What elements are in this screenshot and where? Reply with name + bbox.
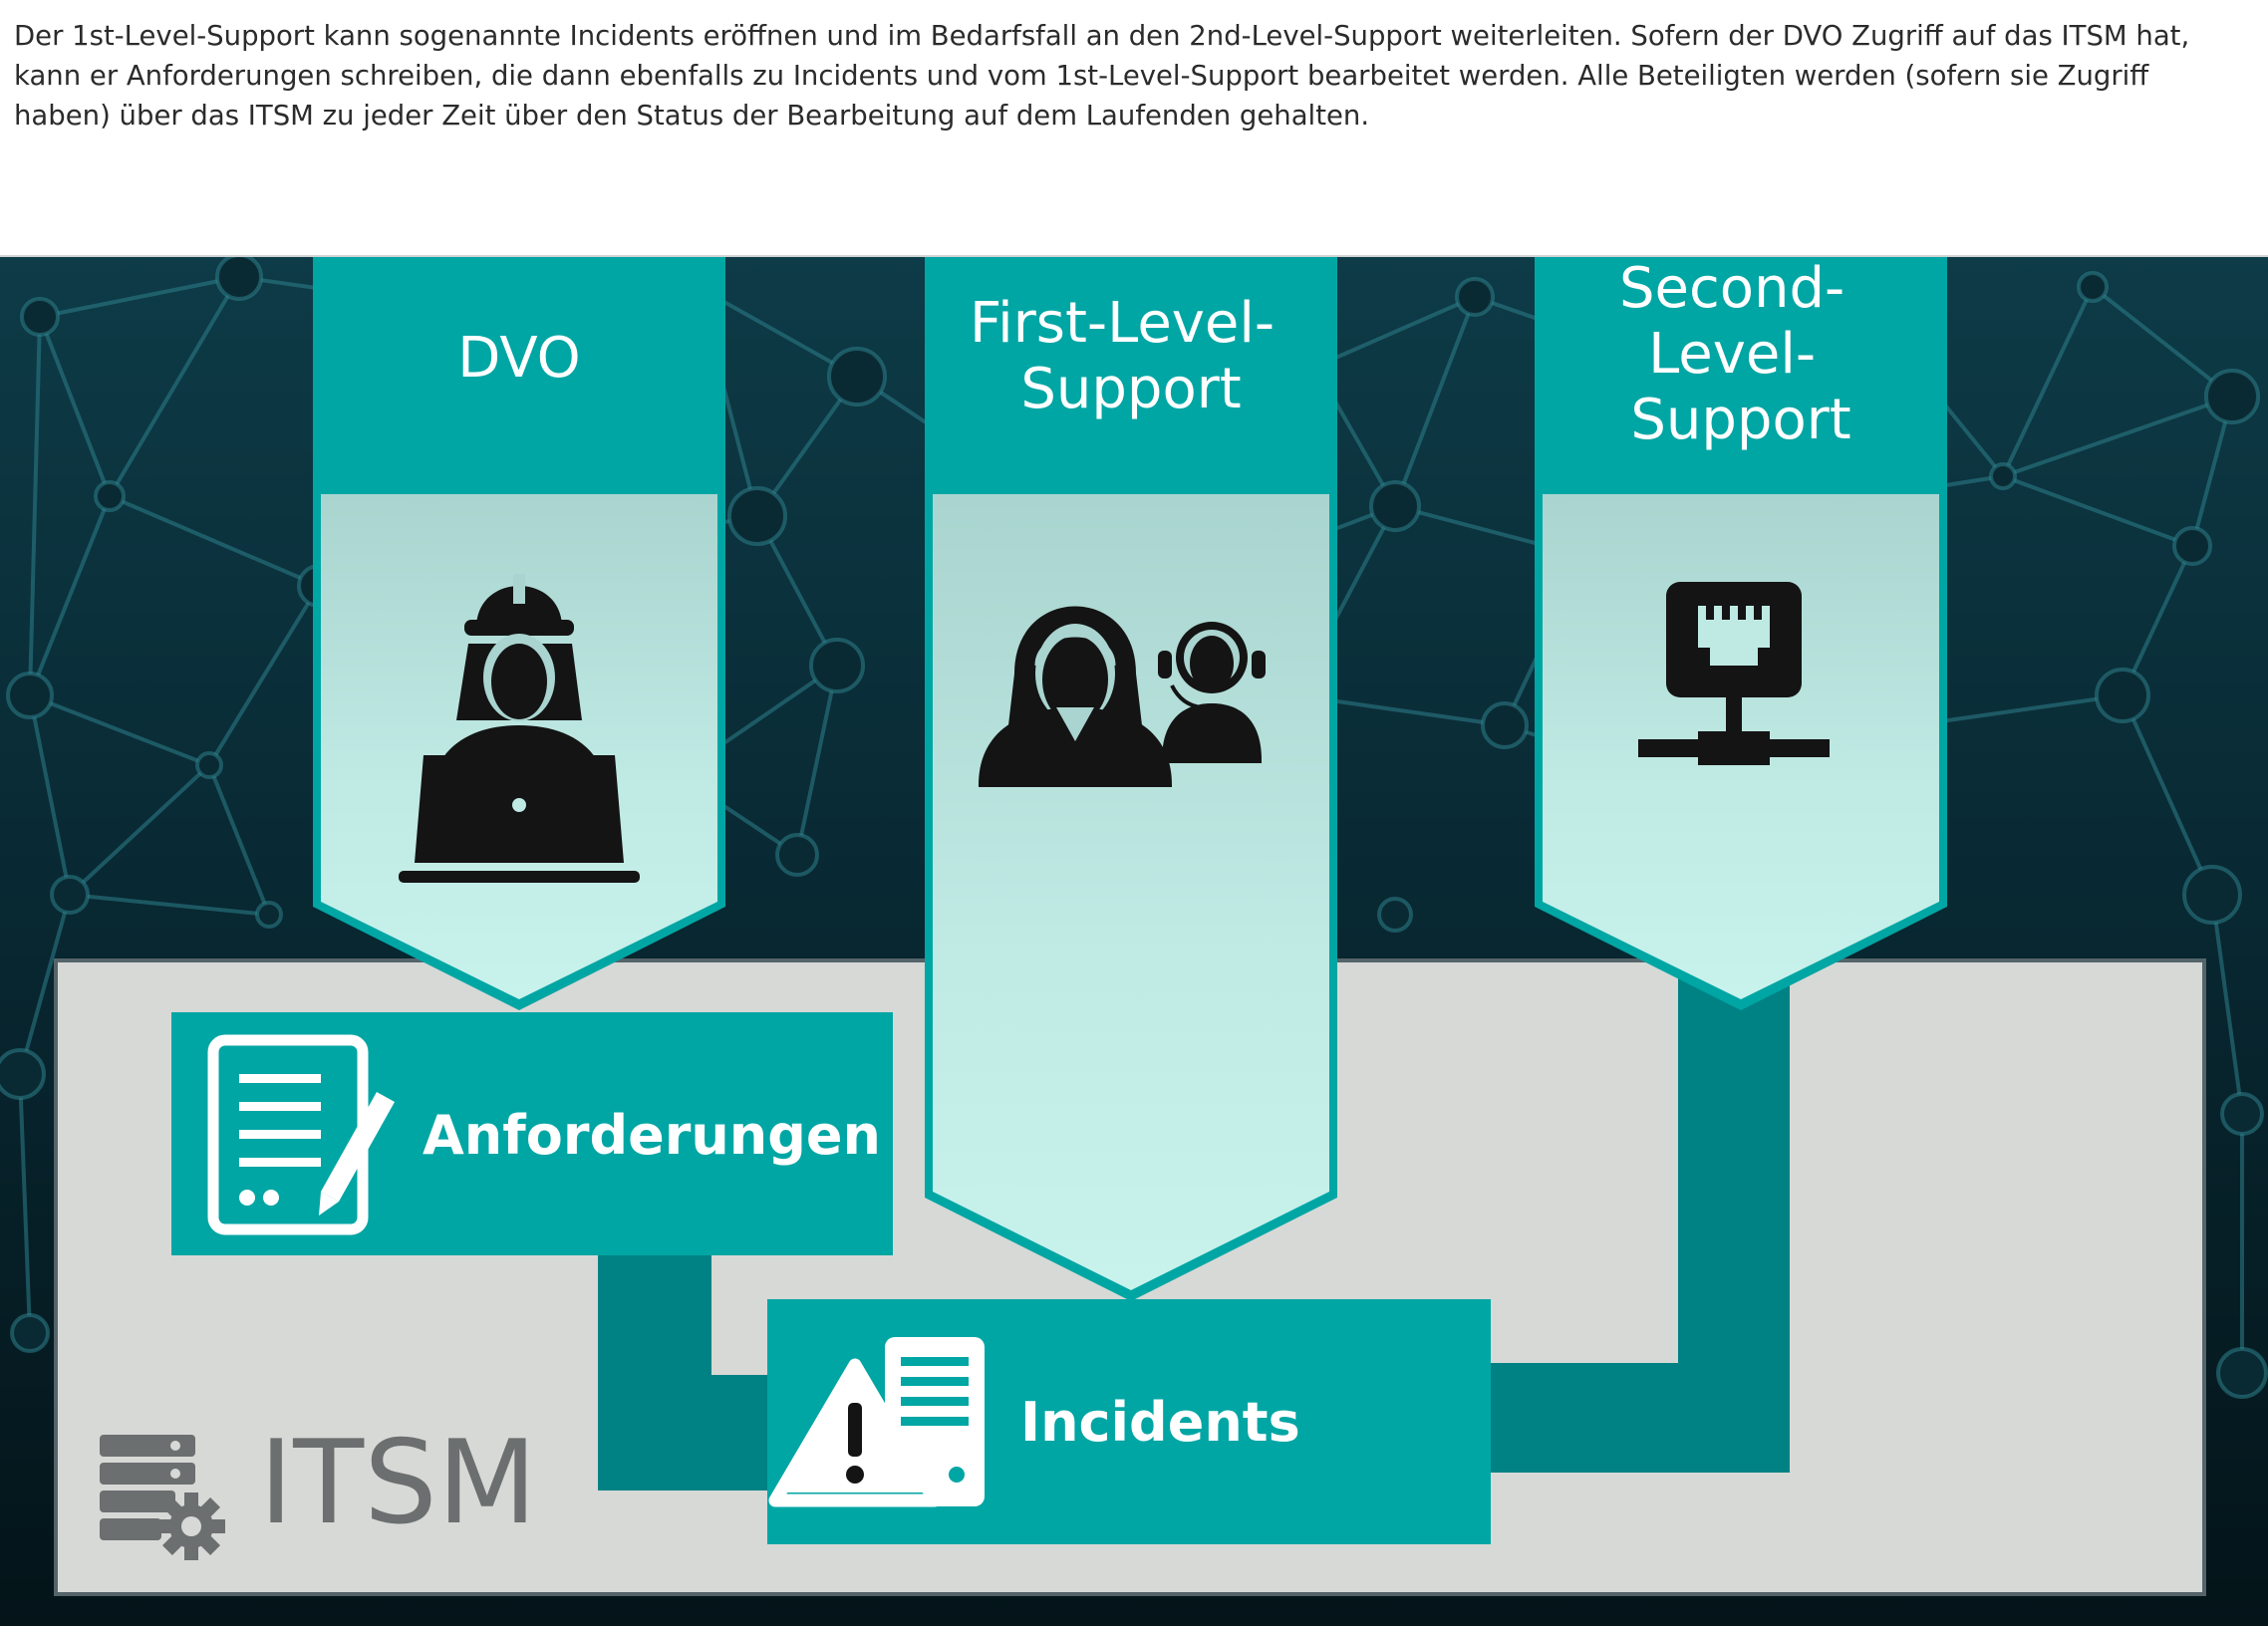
network-node xyxy=(727,486,787,546)
second-level-label: Second- Level- Support xyxy=(1619,257,1862,452)
network-node xyxy=(1369,480,1421,532)
worker-with-laptop-icon xyxy=(399,574,640,883)
network-node xyxy=(827,347,887,406)
warning-server-icon xyxy=(768,1337,985,1507)
network-link xyxy=(108,275,241,498)
incidents-label: Incidents xyxy=(1020,1391,1300,1454)
network-node xyxy=(2172,526,2212,566)
network-node xyxy=(775,833,819,877)
diagram-canvas: DVO First-Level- Support xyxy=(0,257,2268,1626)
network-link xyxy=(2091,285,2234,399)
network-link xyxy=(207,764,271,916)
network-link xyxy=(39,275,240,319)
network-link xyxy=(2002,474,2193,548)
first-level-icon-panel xyxy=(933,494,1329,1290)
network-link xyxy=(68,763,211,897)
dvo-label: DVO xyxy=(457,326,581,391)
incidents-box: Incidents xyxy=(767,1299,1491,1544)
network-node xyxy=(10,1313,50,1353)
first-level-label-line: Support xyxy=(1020,357,1241,421)
network-link xyxy=(18,1073,32,1334)
column-second-level: Second- Level- Support xyxy=(1535,257,1947,1010)
column-first-level: First-Level- Support xyxy=(925,257,1337,1301)
network-link xyxy=(28,316,42,696)
intro-paragraph: Der 1st-Level-Support kann sogenannte In… xyxy=(14,20,2190,132)
network-node xyxy=(6,672,54,719)
first-level-label: First-Level- Support xyxy=(970,291,1292,421)
network-link xyxy=(1393,296,1477,507)
network-node xyxy=(2095,668,2150,723)
network-node xyxy=(1377,897,1413,933)
network-node xyxy=(2077,271,2109,303)
network-node xyxy=(1989,462,2017,490)
itsm-process-diagram: DVO First-Level- Support xyxy=(0,257,2268,1626)
server-gear-icon xyxy=(100,1435,225,1560)
network-link xyxy=(2002,395,2233,478)
itsm-label: ITSM xyxy=(259,1416,537,1550)
document-edit-icon xyxy=(207,1034,395,1235)
network-link xyxy=(207,584,321,767)
second-level-label-line: Second- xyxy=(1619,257,1844,321)
network-link xyxy=(69,893,270,917)
column-dvo: DVO xyxy=(313,257,725,1010)
network-server-icon xyxy=(1638,582,1830,765)
network-link xyxy=(38,316,112,497)
network-node xyxy=(1481,701,1529,749)
second-level-label-line: Level- xyxy=(1648,322,1816,387)
network-node xyxy=(1455,277,1495,317)
network-node xyxy=(20,297,60,337)
network-node xyxy=(2204,369,2260,424)
network-link xyxy=(28,694,72,896)
second-level-label-line: Support xyxy=(1630,388,1850,452)
network-node xyxy=(94,480,126,512)
network-link xyxy=(1314,295,1476,369)
network-node xyxy=(809,638,865,693)
support-agents-headset-icon xyxy=(979,606,1266,787)
network-node xyxy=(2220,1092,2264,1136)
network-node xyxy=(195,751,223,779)
network-node xyxy=(0,1048,46,1100)
network-link xyxy=(2121,694,2214,896)
network-node xyxy=(50,875,90,915)
network-link xyxy=(2210,894,2244,1115)
network-link xyxy=(28,495,112,696)
network-link xyxy=(2001,286,2095,477)
network-node xyxy=(2216,1347,2268,1399)
network-link xyxy=(795,665,839,856)
network-node xyxy=(2182,865,2242,925)
section-divider xyxy=(0,255,2268,257)
network-node xyxy=(215,257,263,301)
dvo-label-line: DVO xyxy=(457,326,581,391)
network-link xyxy=(29,693,210,767)
first-level-label-line: First-Level- xyxy=(970,291,1275,356)
network-link xyxy=(18,894,72,1075)
network-link xyxy=(1912,693,2124,727)
connector-incidents-to-second-level xyxy=(1485,865,1790,1473)
anforderungen-label: Anforderungen xyxy=(423,1104,881,1167)
network-link xyxy=(109,494,320,588)
anforderungen-box: Anforderungen xyxy=(171,1012,893,1255)
network-node xyxy=(255,901,283,929)
itsm-logo: ITSM xyxy=(100,1416,537,1560)
